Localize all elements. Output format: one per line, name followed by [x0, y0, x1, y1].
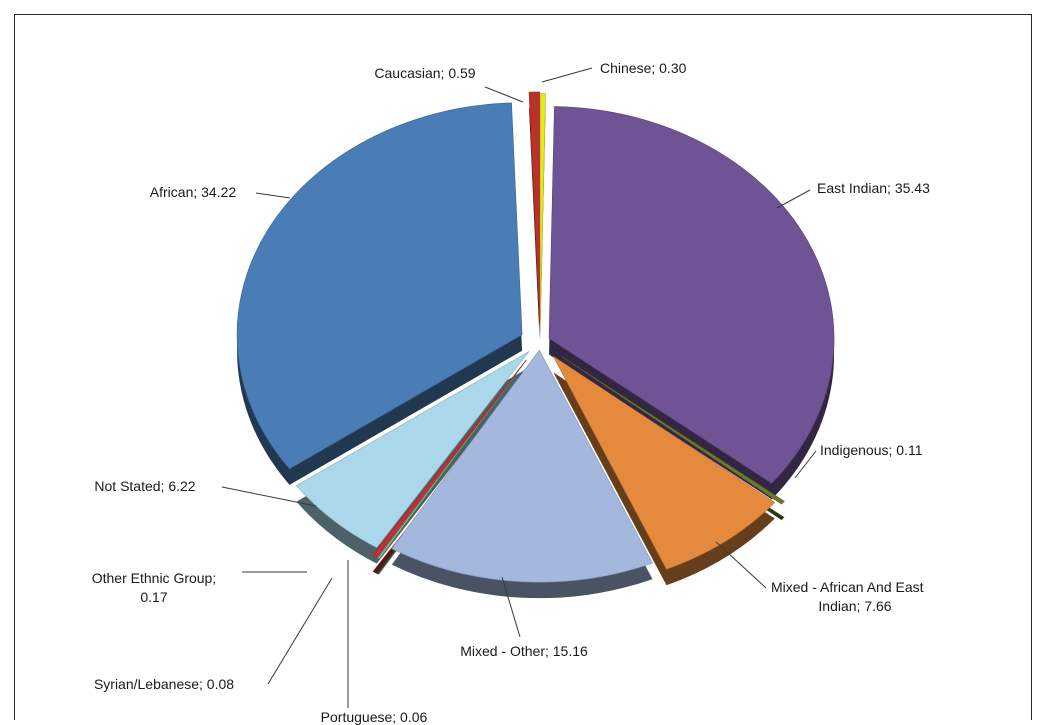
- data-label: Mixed - African And East Indian; 7.66: [771, 579, 924, 614]
- data-label: Mixed - Other; 15.16: [460, 643, 588, 659]
- pie-slice-chinese: [539, 93, 546, 326]
- leader-line: [221, 486, 317, 507]
- leader-line: [501, 576, 521, 638]
- data-label: Chinese; 0.30: [600, 60, 687, 76]
- leader-line-layer: [221, 67, 817, 708]
- data-label: African; 34.22: [150, 184, 237, 200]
- pie-slice-indigenous: [561, 356, 785, 505]
- data-label: Not Stated; 6.22: [94, 478, 195, 494]
- leader-line: [255, 192, 291, 199]
- pie-slice-caucasian: [528, 91, 540, 324]
- leader-line: [541, 67, 593, 83]
- pie-slice-mixed-african-and-east-indian: [553, 356, 776, 570]
- leader-line: [267, 577, 333, 685]
- pie-slice-not-stated: [295, 351, 530, 549]
- chart-frame: [14, 14, 1032, 720]
- data-label: East Indian; 35.43: [817, 180, 930, 196]
- data-label: Portuguese; 0.06: [321, 709, 428, 725]
- pie-slice-mixed-other: [391, 349, 653, 583]
- data-label: Syrian/Lebanese; 0.08: [94, 676, 234, 692]
- leader-line: [794, 450, 817, 479]
- data-label: Caucasian; 0.59: [374, 65, 475, 81]
- leader-line: [715, 541, 767, 589]
- pie-slice-other-ethnic-group: [372, 359, 527, 558]
- data-label: Other Ethnic Group; 0.17: [92, 570, 217, 605]
- pie-slice-east-indian: [548, 106, 835, 484]
- slice-layer: [236, 91, 835, 583]
- data-label-layer: Chinese; 0.30 East Indian; 35.43 Indigenou…: [92, 60, 930, 725]
- leader-line: [484, 86, 524, 103]
- leader-line: [776, 189, 811, 209]
- pie-slice-african: [236, 102, 523, 470]
- data-label: Indigenous; 0.11: [820, 442, 923, 458]
